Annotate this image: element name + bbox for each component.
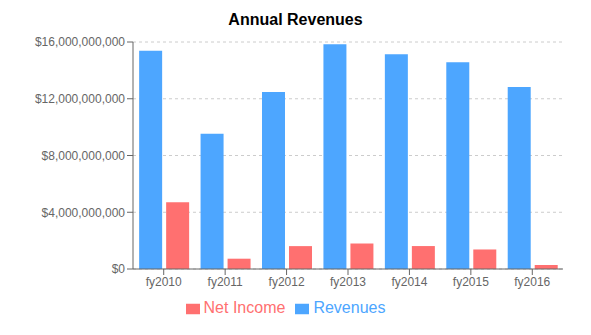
svg-text:fy2011: fy2011 — [208, 275, 243, 289]
svg-text:fy2016: fy2016 — [514, 275, 550, 289]
svg-text:fy2015: fy2015 — [453, 275, 489, 289]
svg-text:$12,000,000,000: $12,000,000,000 — [35, 92, 125, 106]
svg-text:$16,000,000,000: $16,000,000,000 — [35, 35, 125, 49]
svg-text:fy2012: fy2012 — [269, 275, 305, 289]
svg-text:fy2014: fy2014 — [391, 275, 427, 289]
html-text:Annual Revenues: Annual Revenues — [228, 11, 363, 28]
svg-text:$0: $0 — [112, 262, 126, 276]
html-text:Revenues: Revenues — [313, 299, 386, 316]
svg-text:$4,000,000,000: $4,000,000,000 — [42, 206, 126, 220]
svg-text:$8,000,000,000: $8,000,000,000 — [42, 149, 126, 163]
svg-text:fy2010: fy2010 — [146, 275, 182, 289]
svg-text:fy2013: fy2013 — [330, 275, 366, 289]
html-text:Net Income: Net Income — [203, 299, 286, 316]
